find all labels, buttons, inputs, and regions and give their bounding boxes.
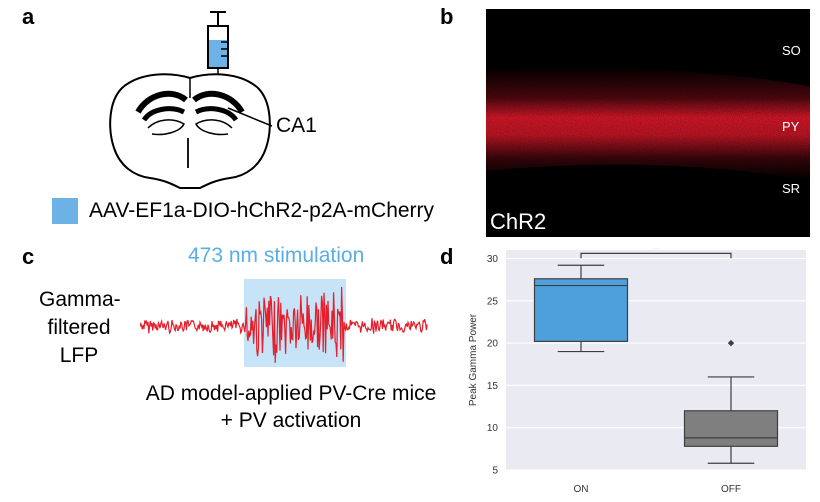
lfp-label-line-2: filtered xyxy=(47,316,111,339)
stimulation-label: 473 nm stimulation xyxy=(188,244,365,267)
significance-bracket xyxy=(580,252,732,259)
corpus-callosum-right xyxy=(192,90,245,114)
lfp-trace xyxy=(140,286,428,363)
y-tick-label: 10 xyxy=(487,423,499,434)
grid-lines xyxy=(506,257,806,471)
outlier-point xyxy=(727,339,735,347)
panel-d-letter: d xyxy=(440,244,454,269)
corpus-callosum-left xyxy=(135,90,188,114)
caption-line-1: AD model-applied PV-Cre mice xyxy=(145,382,437,405)
y-tick-label: 25 xyxy=(487,296,499,307)
box-plot: 5 10 15 20 25 30 ON OFF Peak Gamma Power *** xyxy=(468,248,806,495)
panel-c-letter: c xyxy=(22,244,35,269)
brain-injection-diagram xyxy=(109,11,273,189)
panel-c-caption: AD model-applied PV-Cre mice + PV activa… xyxy=(126,380,456,434)
x-tick-label: OFF xyxy=(721,484,741,495)
chr2-image-label: ChR2 xyxy=(490,209,547,234)
panel-a-letter: a xyxy=(22,4,35,29)
panel-b-letter: b xyxy=(440,4,454,29)
x-tick-label: ON xyxy=(574,484,589,495)
layer-label-so: SO xyxy=(782,43,801,58)
ca1-label: CA1 xyxy=(276,114,317,137)
lfp-label: Gamma- filtered LFP xyxy=(39,286,121,370)
y-tick-label: 15 xyxy=(487,381,499,392)
caption-line-2: + PV activation xyxy=(220,409,362,432)
axis-labels: 5 10 15 20 25 30 ON OFF Peak Gamma Power *** xyxy=(468,248,741,495)
y-tick-label: 30 xyxy=(487,254,499,265)
syringe-fluid xyxy=(209,40,227,67)
fluorescence-band xyxy=(486,65,810,181)
box-off xyxy=(683,410,779,447)
brain-outline xyxy=(109,73,271,189)
box-on xyxy=(533,278,629,342)
y-tick-label: 20 xyxy=(487,339,499,350)
box-marks xyxy=(533,252,779,464)
layer-label-py: PY xyxy=(782,119,800,134)
virus-legend-label: AAV-EF1a-DIO-hChR2-p2A-mCherry xyxy=(89,199,435,222)
chr2-fluorescence-image: SO PY SR ChR2 xyxy=(486,9,810,237)
hippocampus-left xyxy=(141,106,186,122)
hippocampus-right xyxy=(194,106,239,122)
y-tick-label: 5 xyxy=(492,466,498,477)
lfp-trace-plot xyxy=(140,279,428,367)
ca1-pointer xyxy=(227,107,273,127)
significance-label: *** xyxy=(651,248,662,253)
lfp-label-line-1: Gamma- xyxy=(39,288,121,311)
lfp-label-line-3: LFP xyxy=(59,344,99,367)
y-axis-label: Peak Gamma Power xyxy=(468,313,479,406)
layer-label-sr: SR xyxy=(782,181,801,196)
virus-legend-swatch xyxy=(52,198,78,224)
